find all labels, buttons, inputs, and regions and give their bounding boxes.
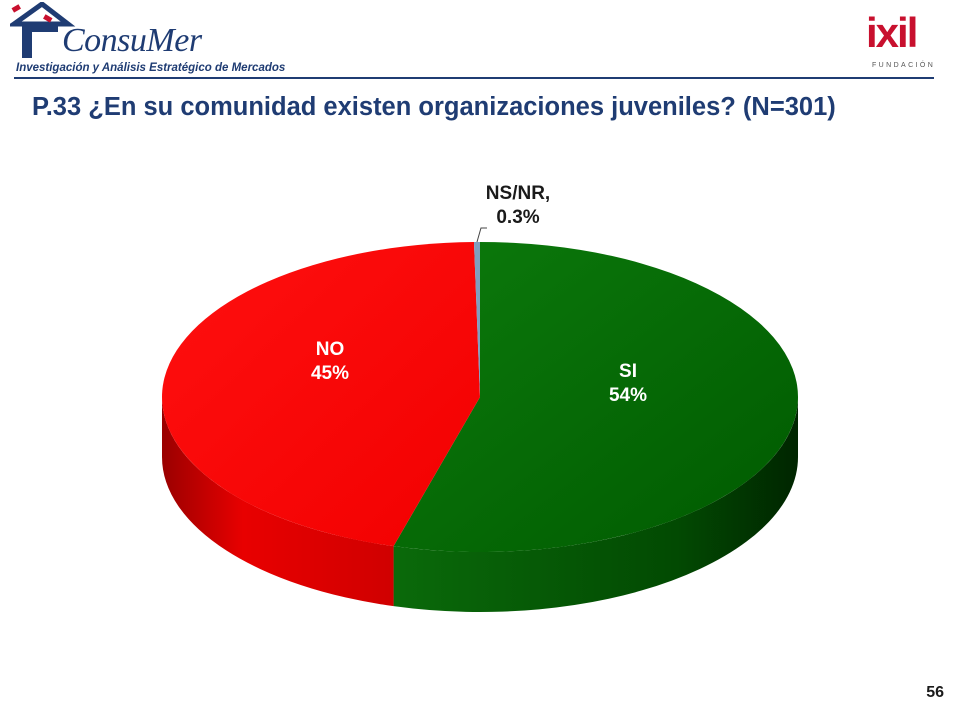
data-label-no-value: 45% [310, 363, 350, 384]
header-divider [14, 77, 934, 79]
slide-title: P.33 ¿En su comunidad existen organizaci… [32, 93, 836, 121]
pie-tops [161, 242, 798, 552]
ixil-subtitle: FUNDACIÓN [872, 62, 936, 69]
data-label-si-value: 54% [608, 385, 648, 406]
consumer-logo: ConsuMer Investigación y Análisis Estrat… [10, 2, 300, 82]
consumer-tagline: Investigación y Análisis Estratégico de … [16, 62, 286, 74]
data-label-nsnr-value: 0.3% [496, 207, 540, 228]
pie-slice-no [161, 242, 480, 547]
data-label-si: SI 54% [598, 360, 658, 408]
data-label-nsnr: NS/NR, 0.3% [472, 182, 564, 230]
consumer-brand-name: ConsuMer [62, 22, 202, 59]
data-label-no: NO 45% [300, 338, 360, 386]
ixil-logo: ixil FUNDACIÓN [862, 8, 942, 74]
nsnr-leader-line [476, 227, 487, 243]
pie-slice-si [393, 242, 798, 552]
data-label-nsnr-name: NS/NR, [485, 183, 551, 204]
pie-sides [162, 397, 798, 612]
house-logo-icon [10, 2, 76, 58]
pie-leader-lines [476, 227, 487, 243]
pie-side-si [393, 397, 798, 612]
ixil-brand-name: ixil [866, 9, 918, 56]
pie-side-no [162, 397, 394, 607]
data-label-si-name: SI [619, 361, 637, 382]
page-number: 56 [926, 684, 944, 701]
pie-slice-nsnr [473, 242, 480, 397]
data-label-no-name: NO [315, 339, 345, 360]
slide-header: ConsuMer Investigación y Análisis Estrat… [0, 0, 960, 90]
